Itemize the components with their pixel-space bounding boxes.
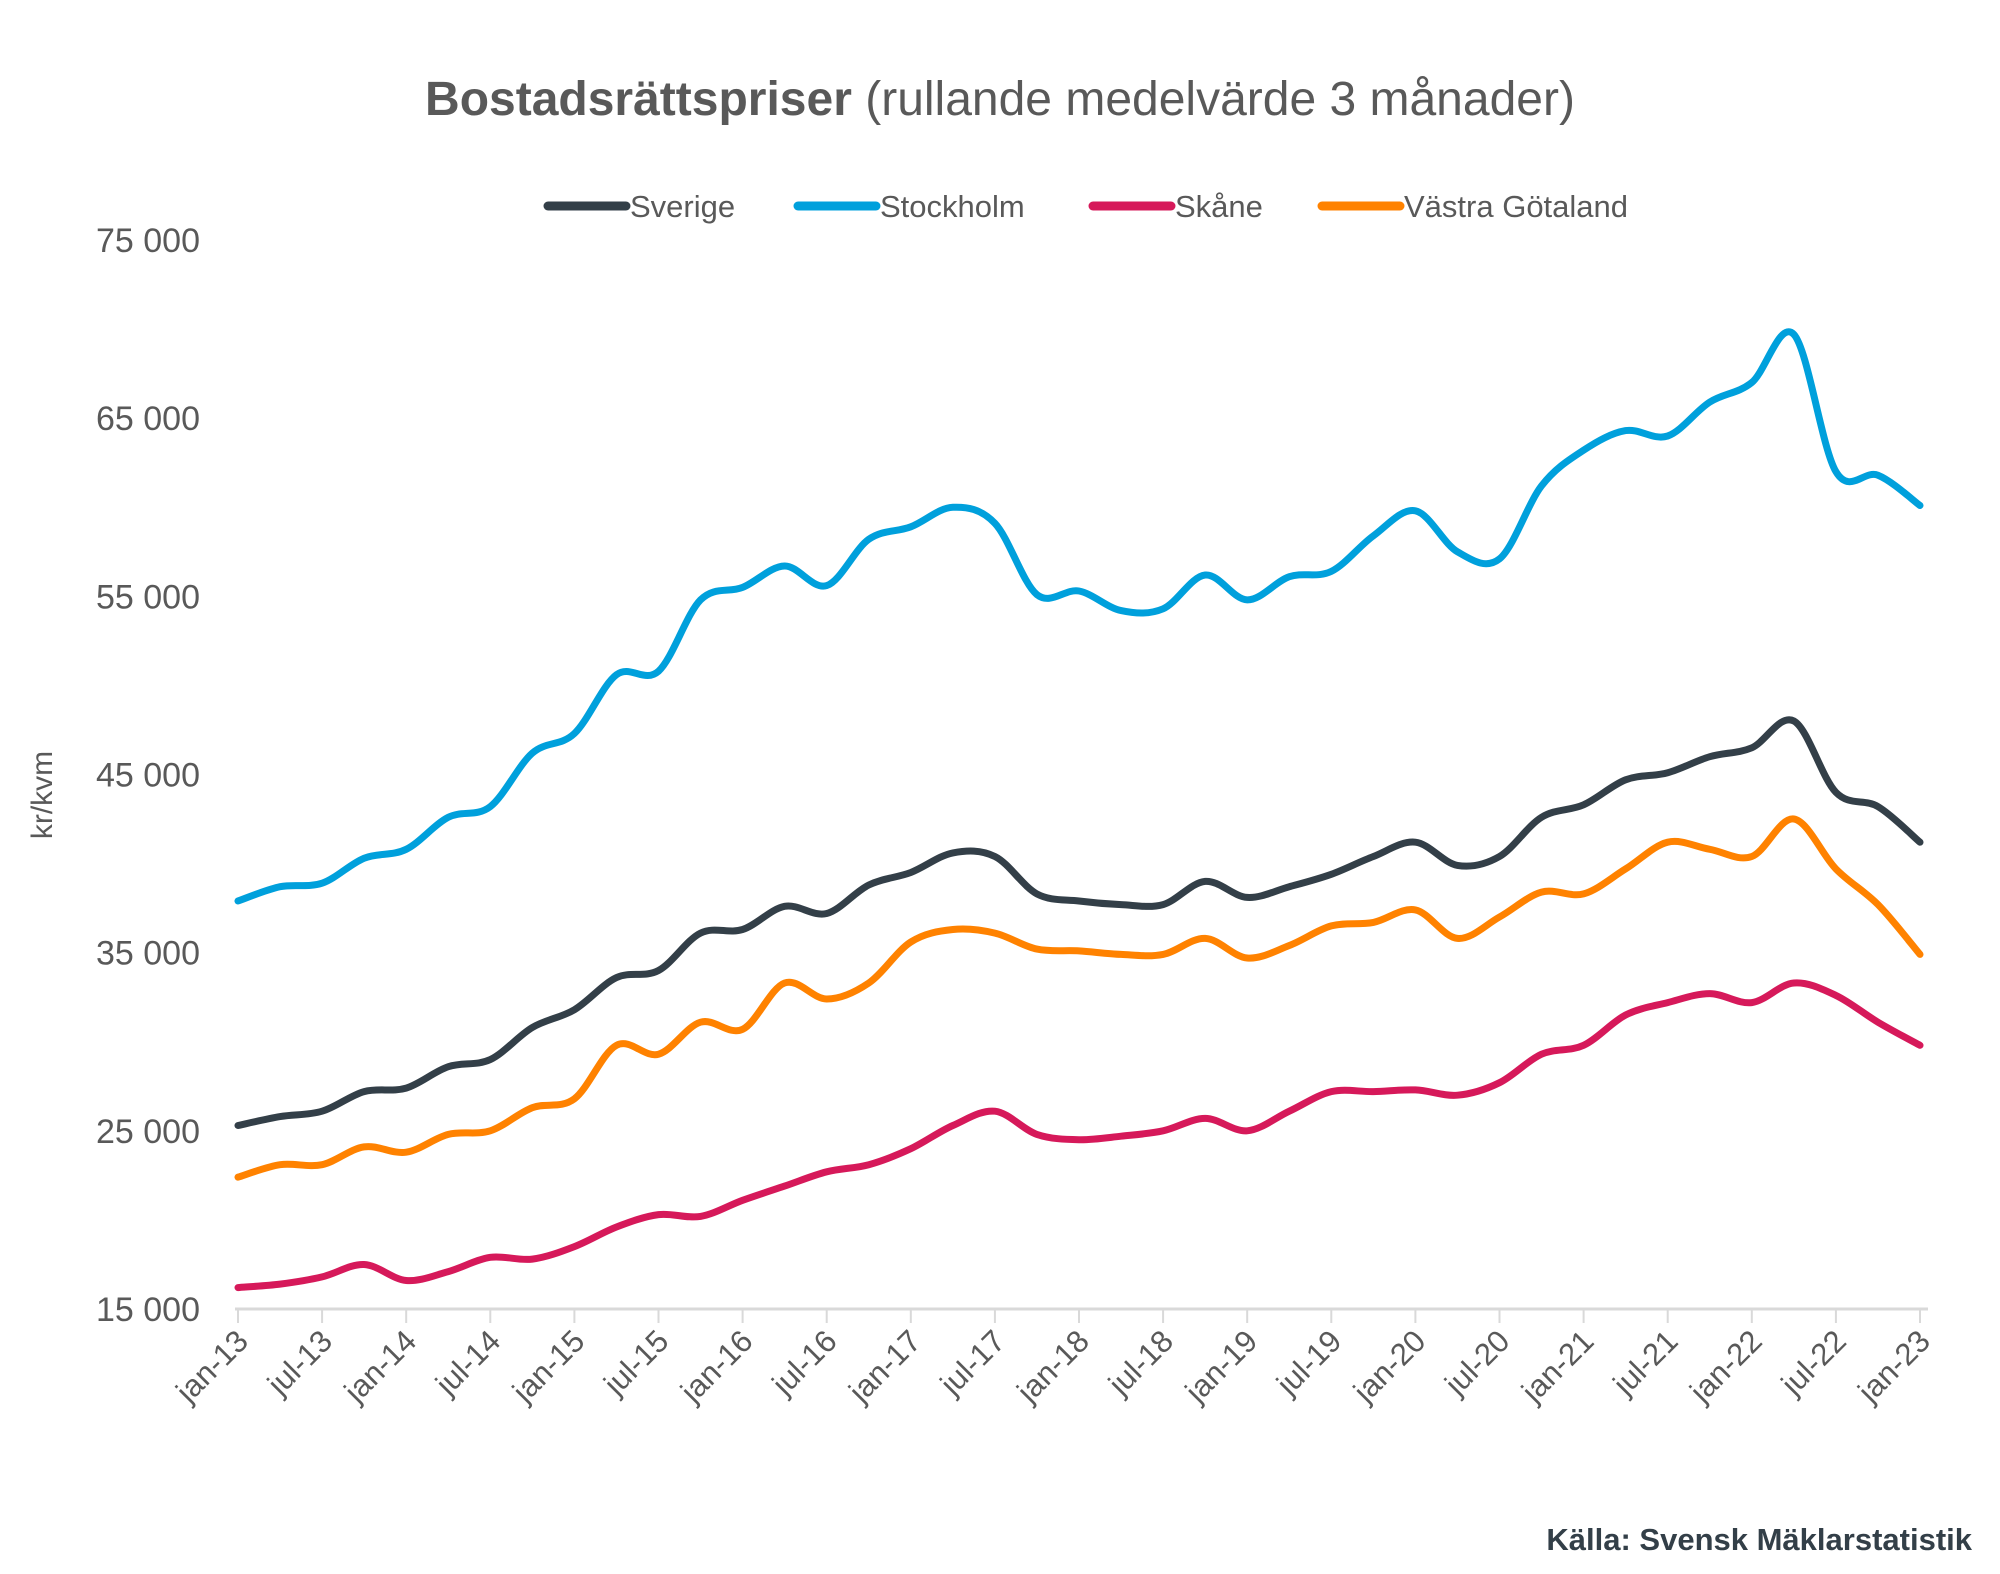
- x-tick-label: jul-15: [596, 1323, 675, 1402]
- series-line-sverige: [234, 716, 1924, 1129]
- y-tick-label: 75 000: [96, 222, 200, 260]
- x-tick-label: jan-17: [841, 1323, 927, 1409]
- x-tick-label: jan-23: [1851, 1323, 1937, 1409]
- x-tick-label: jan-15: [505, 1323, 591, 1409]
- series-line-v-stra-g-taland: [234, 815, 1924, 1181]
- series-lines: [234, 328, 1924, 1292]
- x-tick-label: jan-16: [673, 1323, 759, 1409]
- x-tick-label: jan-13: [169, 1323, 255, 1409]
- y-tick-label: 65 000: [96, 400, 200, 438]
- y-tick-label: 25 000: [96, 1113, 200, 1151]
- series-line-stockholm: [234, 328, 1924, 905]
- y-axis: 15 000 25 000 35 000 45 000 55 000 65 000 75 0…: [96, 222, 200, 1329]
- legend-label: Sverige: [630, 189, 735, 224]
- legend: Sverige Stockholm Skåne Västra Götaland: [543, 189, 1628, 224]
- legend-label: Stockholm: [880, 189, 1025, 224]
- x-tick-label: jan-19: [1178, 1323, 1264, 1409]
- x-tick-label: jan-21: [1514, 1323, 1600, 1409]
- legend-item: Sverige: [543, 189, 735, 224]
- chart-subtitle: (rullande medelvärde 3 månader): [865, 73, 1575, 126]
- legend-label: Skåne: [1175, 189, 1263, 224]
- chart-title-main: Bostadsrättspriser: [425, 73, 852, 126]
- y-tick-label: 45 000: [96, 757, 200, 795]
- series-line-sk-ne: [234, 979, 1924, 1292]
- y-tick-label: 15 000: [96, 1291, 200, 1329]
- legend-item: Västra Götaland: [1317, 189, 1628, 224]
- y-tick-label: 55 000: [96, 578, 200, 616]
- x-tick-label: jul-21: [1606, 1323, 1685, 1402]
- y-axis-label: kr/kvm: [26, 751, 59, 839]
- x-tick-label: jan-14: [337, 1323, 423, 1409]
- x-tick-label: jul-14: [428, 1323, 507, 1402]
- x-tick-label: jan-22: [1682, 1323, 1768, 1409]
- x-tick-label: jul-17: [933, 1323, 1012, 1402]
- chart-title: Bostadsrättspriser (rullande medelvärde …: [425, 73, 1575, 126]
- source-note: Källa: Svensk Mäklarstatistik: [1546, 1522, 1972, 1557]
- x-tick-label: jan-20: [1346, 1323, 1432, 1409]
- y-tick-label: 35 000: [96, 935, 200, 973]
- x-tick-label: jan-18: [1010, 1323, 1096, 1409]
- x-tick-label: jul-20: [1437, 1323, 1516, 1402]
- legend-item: Stockholm: [793, 189, 1025, 224]
- x-tick-label: jul-16: [765, 1323, 844, 1402]
- legend-item: Skåne: [1088, 189, 1263, 224]
- x-tick-label: jul-19: [1269, 1323, 1348, 1402]
- x-tick-label: jul-18: [1101, 1323, 1180, 1402]
- legend-label: Västra Götaland: [1404, 189, 1628, 224]
- x-tick-label: jul-13: [260, 1323, 339, 1402]
- x-tick-label: jul-22: [1774, 1323, 1853, 1402]
